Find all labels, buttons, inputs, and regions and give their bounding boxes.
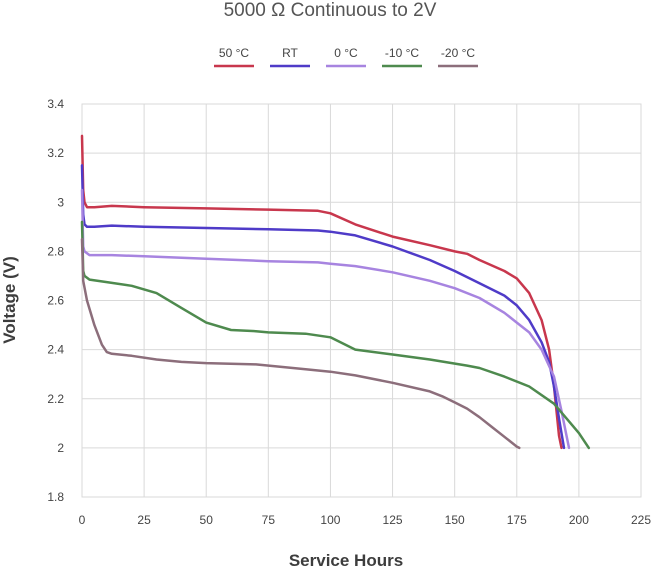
x-tick-label: 0 — [79, 513, 86, 527]
legend-label: 50 °C — [219, 46, 249, 60]
x-tick-label: 50 — [200, 513, 214, 527]
legend-label: -20 °C — [441, 46, 475, 60]
series-lines — [80, 134, 591, 450]
y-tick-label: 1.8 — [47, 490, 64, 504]
series-line-0 — [80, 134, 563, 450]
legend-item: -20 °C — [438, 46, 478, 68]
y-tick-label: 2.2 — [47, 392, 64, 406]
plot-frame — [81, 103, 642, 498]
legend-label: 0 °C — [334, 46, 358, 60]
x-tick-label: 225 — [631, 513, 651, 527]
x-tick-label: 75 — [262, 513, 276, 527]
y-tick-label: 3.2 — [47, 146, 64, 160]
chart-title: 5000 Ω Continuous to 2V — [224, 0, 437, 21]
x-tick-label: 200 — [569, 513, 589, 527]
legend-item: 0 °C — [326, 46, 366, 68]
legend-item: RT — [270, 46, 310, 68]
legend-item: 50 °C — [214, 46, 254, 68]
x-tick-label: 150 — [445, 513, 465, 527]
y-tick-label: 2.6 — [47, 294, 64, 308]
x-axis-ticks: 0 25 50 75 100 125 150 175 200 225 — [79, 513, 651, 527]
x-axis-title: Service Hours — [289, 551, 403, 569]
y-tick-label: 3.4 — [47, 97, 64, 111]
legend: 50 °C RT 0 °C -10 °C -20 °C — [214, 46, 478, 68]
x-tick-label: 25 — [137, 513, 151, 527]
x-tick-label: 125 — [383, 513, 403, 527]
series-line-4 — [80, 237, 521, 450]
series-line-2 — [80, 188, 571, 450]
legend-label: RT — [282, 46, 298, 60]
y-tick-label: 2.8 — [47, 244, 64, 258]
legend-label: -10 °C — [385, 46, 419, 60]
y-axis-ticks: 1.8 2 2.2 2.4 2.6 2.8 3 3.2 3.4 — [47, 97, 64, 504]
legend-item: -10 °C — [382, 46, 422, 68]
grid-lines — [81, 103, 642, 498]
x-tick-label: 100 — [320, 513, 340, 527]
x-tick-label: 175 — [507, 513, 527, 527]
y-tick-label: 3 — [57, 195, 64, 209]
y-axis-title: Voltage (V) — [0, 256, 19, 344]
series-line-3 — [80, 220, 591, 450]
y-tick-label: 2 — [57, 441, 64, 455]
series-line-1 — [80, 164, 566, 450]
y-tick-label: 2.4 — [47, 343, 64, 357]
